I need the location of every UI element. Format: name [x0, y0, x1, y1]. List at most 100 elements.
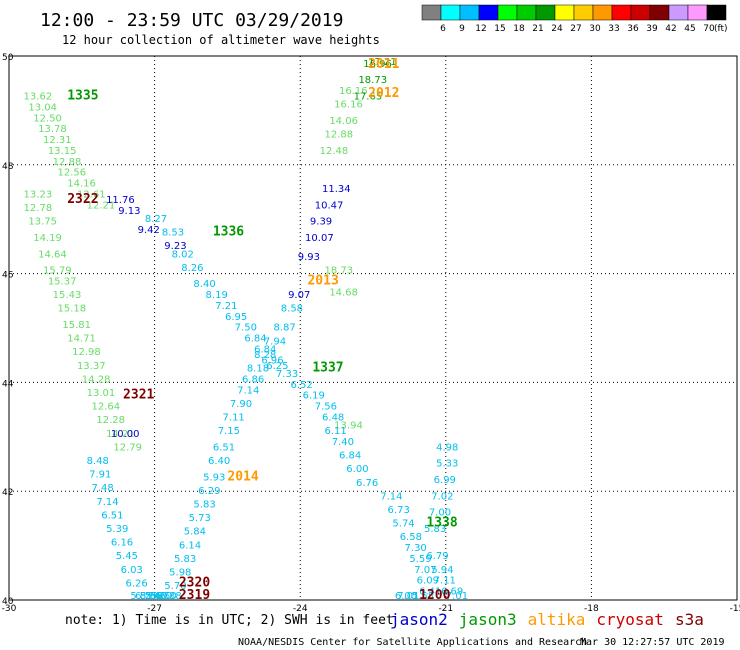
wave-height-value: 14.71	[67, 334, 96, 345]
footer-timestamp: Mar 30 12:27:57 UTC 2019	[580, 637, 725, 648]
wave-height-value: 13.01	[87, 388, 116, 399]
wave-height-value: 18.73	[324, 266, 353, 277]
wave-height-value: 15.79	[43, 266, 72, 277]
legend-altika: altika	[528, 610, 586, 629]
colorbar-swatch	[649, 4, 670, 21]
wave-height-value: 6.69	[441, 587, 463, 598]
wave-height-value: 12.48	[320, 146, 349, 157]
wave-height-value: 13.78	[38, 124, 67, 135]
colorbar-tick: 27	[570, 24, 581, 34]
wave-height-value: 6.03	[121, 565, 143, 576]
wave-height-value: 5.84	[184, 527, 206, 538]
wave-height-value: 14.64	[38, 249, 67, 260]
pass-time-label: 1336	[213, 225, 244, 240]
pass-time-label: 2012	[368, 86, 399, 101]
wave-height-value: 7.94	[264, 336, 286, 347]
y-tick-label: 48	[2, 162, 14, 172]
wave-height-value: 8.02	[172, 249, 194, 260]
wave-height-value: 7.07	[414, 565, 436, 576]
colorbar-swatch	[516, 4, 537, 21]
wave-height-value: 8.48	[87, 456, 109, 467]
wave-height-value: 5.85	[130, 591, 152, 602]
wave-height-value: 12.88	[53, 157, 82, 168]
wave-height-value: 8.87	[274, 323, 296, 334]
wave-height-value: 7.30	[405, 543, 427, 554]
colorbar-tick: 45	[684, 24, 695, 34]
wave-height-value: 7.40	[332, 437, 354, 448]
wave-height-value: 15.81	[62, 320, 91, 331]
colorbar-swatch	[497, 4, 518, 21]
wave-height-value: 6.76	[356, 478, 378, 489]
wave-height-value: 13.94	[334, 421, 363, 432]
wave-height-value: 17.65	[354, 92, 383, 103]
pass-time-label: 1337	[312, 361, 343, 376]
colorbar-tick: 39	[646, 24, 658, 34]
x-tick-labels: -30 -27 -24 -21 -18 -15	[2, 604, 740, 614]
wave-height-value: 6.51	[101, 510, 123, 521]
wave-height-value: 5.74	[392, 519, 414, 530]
wave-height-value: 6.00	[346, 464, 368, 475]
wave-height-value: 8.27	[145, 214, 167, 225]
x-tick-label: -27	[147, 604, 162, 614]
wave-height-value: 5.93	[203, 472, 225, 483]
wave-height-value: 5.83	[193, 500, 215, 511]
wave-height-value: 15.43	[53, 290, 82, 301]
colorbar-tick: 24	[551, 24, 563, 34]
wave-height-value: 12.28	[96, 415, 125, 426]
wave-height-value: 7.01	[397, 591, 419, 602]
wave-height-value: 5.40	[145, 591, 167, 602]
wave-height-value: 6.52	[290, 380, 312, 391]
wave-height-value: 12.31	[43, 135, 72, 146]
footer-note: note: 1) Time is in UTC; 2) SWH is in fe…	[65, 613, 394, 628]
colorbar-tick: 6	[440, 24, 446, 34]
wave-height-value: 15.37	[48, 276, 77, 287]
colorbar-tick: 33	[608, 24, 619, 34]
colorbar-tick: 12	[475, 24, 486, 34]
wave-height-value: 7.33	[276, 369, 298, 380]
wave-height-value: 6.84	[339, 451, 361, 462]
wave-height-value: 10.47	[315, 200, 344, 211]
pass-time-label: 1335	[67, 89, 98, 104]
colorbar-swatch	[706, 4, 727, 21]
time-labels: 1335 2322 1336 2011 2012 2013 1337 2321 2014 1338…	[67, 57, 458, 603]
colorbar-swatch	[421, 4, 442, 21]
wave-height-value: 6.26	[125, 578, 147, 589]
wave-height-value: 14.21	[106, 429, 135, 440]
wave-height-value: 9.23	[164, 241, 186, 252]
wave-height-value: 12.98	[72, 347, 101, 358]
colorbar-swatch	[459, 4, 480, 21]
wave-height-value: 8.58	[281, 304, 303, 315]
wave-height-value: 13.04	[28, 102, 57, 113]
colorbar-swatch	[668, 4, 689, 21]
colorbar-tick: 30	[589, 24, 601, 34]
pass-time-label: 2319	[179, 588, 210, 603]
wave-height-value: 15.18	[58, 304, 87, 315]
wave-height-value: 16.96	[363, 59, 392, 70]
y-tick-label: 42	[2, 488, 13, 498]
colorbar-swatch	[630, 4, 651, 21]
wave-height-value: 11.34	[322, 184, 351, 195]
wave-height-value: 14.06	[329, 116, 358, 127]
wave-height-value: 9.39	[310, 217, 332, 228]
colorbar-tick: 9	[459, 24, 465, 34]
wave-height-value: 5.20	[150, 591, 172, 602]
wave-height-value: 7.56	[315, 402, 337, 413]
wave-height-value: 12.56	[58, 168, 87, 179]
wave-height-value: 10.00	[111, 429, 140, 440]
legend-cryosat: cryosat	[596, 610, 663, 629]
wave-height-value: 7.14	[380, 491, 402, 502]
wave-height-value: 8.53	[162, 228, 184, 239]
wave-height-value: 9.42	[138, 225, 160, 236]
x-tick-label: -21	[438, 604, 453, 614]
wave-height-value: 7.02	[431, 491, 453, 502]
pass-time-label: 2322	[67, 192, 98, 207]
x-tick-label: -30	[2, 604, 17, 614]
colorbar-swatch	[592, 4, 613, 21]
chart-subtitle: 12 hour collection of altimeter wave hei…	[62, 33, 380, 47]
wave-height-value: 16.16	[339, 86, 368, 97]
wave-height-value: 6.25	[266, 361, 288, 372]
wave-height-value: 5.86	[140, 591, 162, 602]
wave-height-value: 6.25	[135, 591, 157, 602]
pass-time-label: 1200	[419, 588, 450, 603]
